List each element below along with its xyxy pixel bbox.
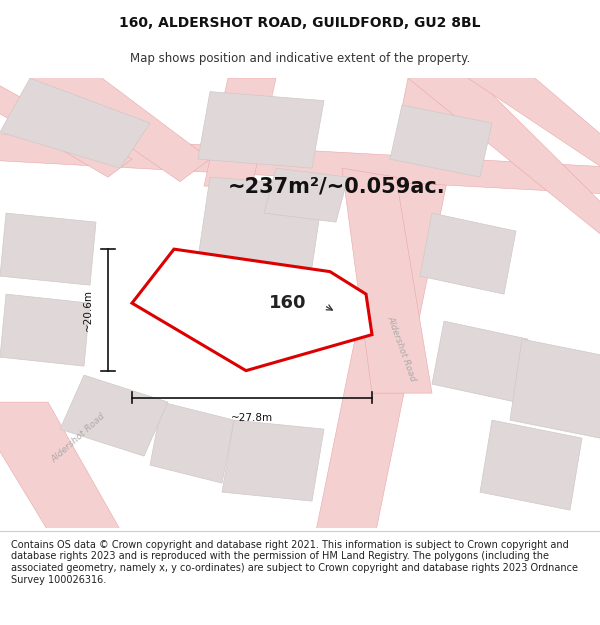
Polygon shape xyxy=(480,420,582,510)
Text: Aldershot Road: Aldershot Road xyxy=(49,412,107,464)
Polygon shape xyxy=(198,177,324,267)
Polygon shape xyxy=(222,420,324,501)
Polygon shape xyxy=(468,47,600,186)
Polygon shape xyxy=(432,321,528,402)
Text: Map shows position and indicative extent of the property.: Map shows position and indicative extent… xyxy=(130,52,470,65)
Polygon shape xyxy=(150,402,234,483)
Polygon shape xyxy=(0,402,132,551)
Text: ~237m²/~0.059ac.: ~237m²/~0.059ac. xyxy=(228,176,446,196)
Polygon shape xyxy=(30,47,210,182)
Polygon shape xyxy=(204,78,276,186)
Polygon shape xyxy=(342,168,432,393)
Polygon shape xyxy=(312,78,468,551)
Text: ~20.6m: ~20.6m xyxy=(83,289,93,331)
Text: Contains OS data © Crown copyright and database right 2021. This information is : Contains OS data © Crown copyright and d… xyxy=(11,540,578,584)
Text: Aldershot Road: Aldershot Road xyxy=(386,314,418,382)
Polygon shape xyxy=(198,92,324,168)
Polygon shape xyxy=(0,69,132,177)
Polygon shape xyxy=(390,105,492,177)
Polygon shape xyxy=(408,47,600,258)
Polygon shape xyxy=(0,78,150,168)
Polygon shape xyxy=(0,213,96,285)
Polygon shape xyxy=(132,249,372,371)
Polygon shape xyxy=(510,339,600,438)
Text: 160, ALDERSHOT ROAD, GUILDFORD, GU2 8BL: 160, ALDERSHOT ROAD, GUILDFORD, GU2 8BL xyxy=(119,16,481,31)
Polygon shape xyxy=(420,213,516,294)
Text: 160: 160 xyxy=(269,294,307,312)
Polygon shape xyxy=(264,168,348,222)
Polygon shape xyxy=(60,375,168,456)
Polygon shape xyxy=(0,294,90,366)
Text: ~27.8m: ~27.8m xyxy=(231,413,273,423)
Polygon shape xyxy=(0,132,600,195)
